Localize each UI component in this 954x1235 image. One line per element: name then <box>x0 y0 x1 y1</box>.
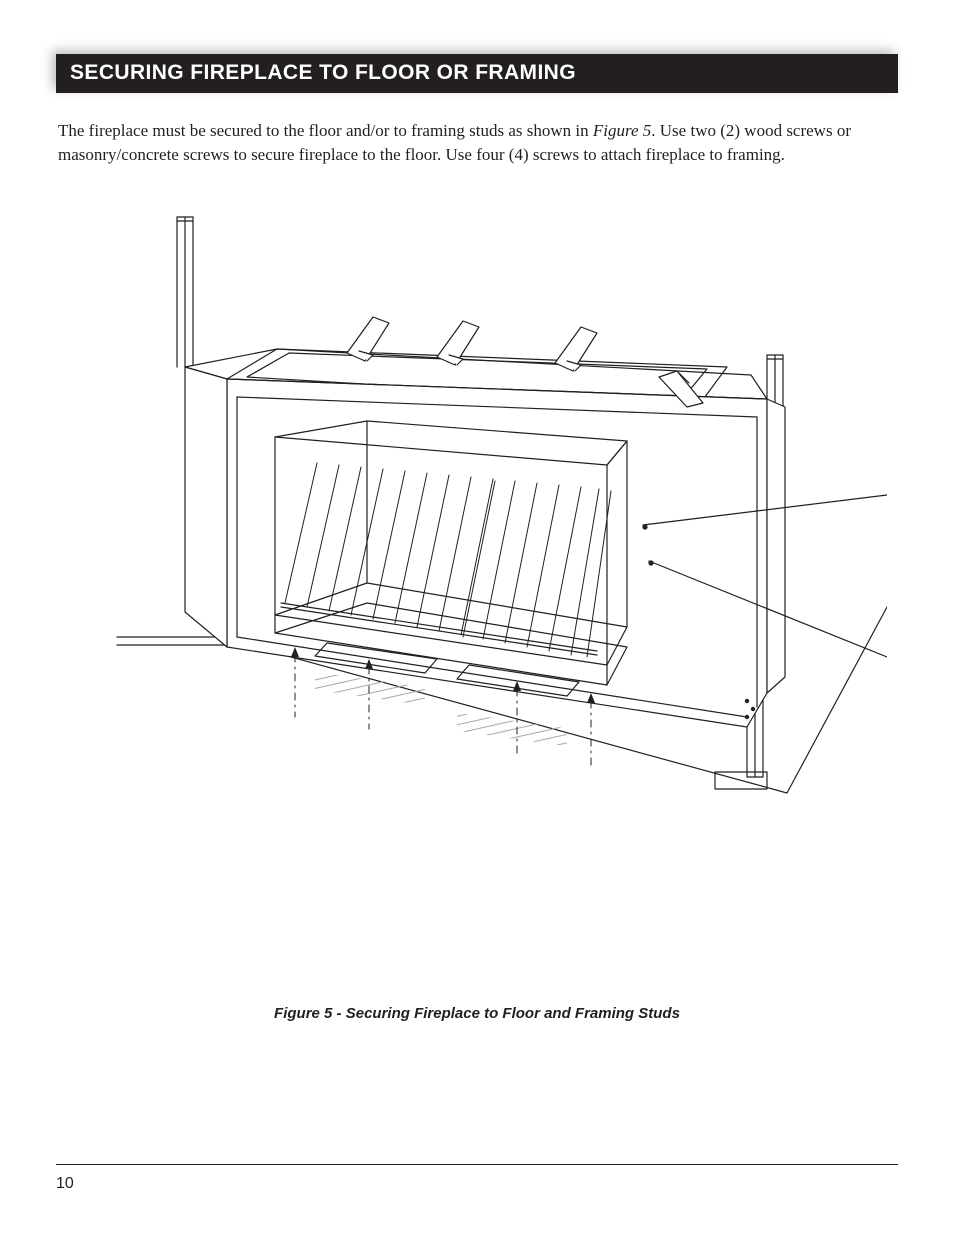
figure-reference: Figure 5 <box>593 121 651 140</box>
figure-5-container: Figure 5 - Securing Fireplace to Floor a… <box>56 207 898 1022</box>
page-footer: 10 <box>56 1164 898 1193</box>
page-number: 10 <box>56 1175 74 1192</box>
body-paragraph: The fireplace must be secured to the flo… <box>58 119 896 167</box>
section-title-bar: SECURING FIREPLACE TO FLOOR OR FRAMING <box>56 54 898 93</box>
figure-caption: Figure 5 - Securing Fireplace to Floor a… <box>56 1005 898 1022</box>
figure-5-illustration <box>67 207 887 827</box>
section-title: SECURING FIREPLACE TO FLOOR OR FRAMING <box>70 61 576 84</box>
body-part1: The fireplace must be secured to the flo… <box>58 121 593 140</box>
